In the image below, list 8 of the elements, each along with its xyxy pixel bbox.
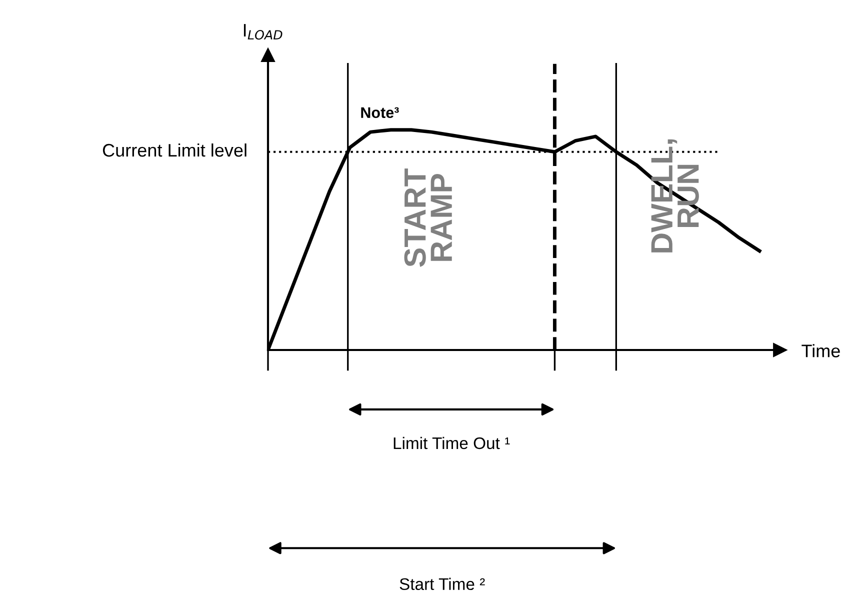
text: Note³ <box>361 107 399 118</box>
y-axis-title: I$_{LOAD}$ <box>244 24 282 40</box>
x-axis-title: Time <box>802 344 840 358</box>
text: Start Time ² <box>400 578 485 590</box>
text: Limit Time Out ¹ <box>394 436 510 450</box>
ref-line-label: Current Limit level <box>102 143 246 157</box>
annotation: START RAMP <box>404 168 452 267</box>
annotation: DWELL, RUN <box>651 139 699 252</box>
